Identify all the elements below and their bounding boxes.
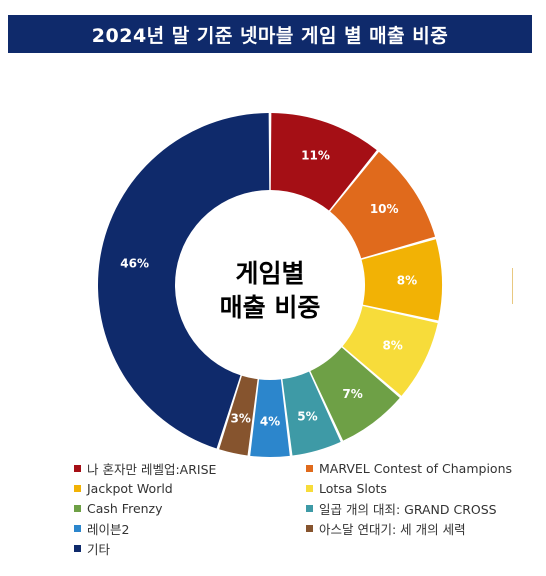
- donut-slice: [282, 371, 341, 456]
- legend-item: 일곱 개의 대죄: GRAND CROSS: [306, 499, 524, 518]
- legend-swatch: [74, 545, 81, 552]
- slice-value-label: 8%: [382, 339, 402, 353]
- slice-value-label: 4%: [260, 415, 280, 429]
- donut-slice: [330, 151, 436, 259]
- legend-label: Jackpot World: [87, 481, 173, 496]
- center-label-line-1: 게임별: [235, 259, 305, 288]
- slice-value-label: 5%: [297, 409, 317, 423]
- legend-label: 아스달 연대기: 세 개의 세력: [319, 522, 466, 537]
- legend-swatch: [74, 525, 81, 532]
- donut-slice: [310, 347, 400, 441]
- legend-label: 레이븐2: [87, 522, 130, 537]
- donut-slice: [250, 379, 290, 457]
- legend-swatch: [306, 525, 313, 532]
- edge-divider: [512, 268, 513, 304]
- donut-slice: [219, 375, 258, 456]
- center-label-line-2: 매출 비중: [219, 293, 321, 322]
- legend-item: Jackpot World: [74, 479, 306, 498]
- legend-swatch: [306, 505, 313, 512]
- legend-swatch: [74, 505, 81, 512]
- slice-value-label: 3%: [231, 411, 251, 425]
- legend-item: 기타: [74, 539, 306, 558]
- legend-swatch: [306, 465, 313, 472]
- slice-value-label: 46%: [120, 256, 149, 270]
- legend-label: 일곱 개의 대죄: GRAND CROSS: [319, 502, 497, 517]
- slice-labels: 11% 10% 8% 8% 7% 5% 4% 3% 46%: [120, 148, 417, 428]
- legend-label: 나 혼자만 레벨업:ARISE: [87, 462, 217, 477]
- legend-item: 나 혼자만 레벨업:ARISE: [74, 459, 306, 478]
- legend-label: MARVEL Contest of Champions: [319, 461, 512, 476]
- legend-item: Cash Frenzy: [74, 499, 306, 518]
- slice-value-label: 10%: [370, 202, 399, 216]
- slice-value-label: 11%: [301, 148, 330, 162]
- chart-title: 2024년 말 기준 넷마블 게임 별 매출 비중: [8, 15, 532, 53]
- legend-item: MARVEL Contest of Champions: [306, 459, 524, 478]
- legend-item: Lotsa Slots: [306, 479, 524, 498]
- legend: 나 혼자만 레벨업:ARISE MARVEL Contest of Champi…: [74, 459, 524, 558]
- legend-item: 아스달 연대기: 세 개의 세력: [306, 519, 524, 538]
- legend-swatch: [306, 485, 313, 492]
- legend-swatch: [74, 485, 81, 492]
- legend-label: Cash Frenzy: [87, 501, 163, 516]
- donut-slice: [270, 113, 377, 211]
- slices: [97, 113, 442, 457]
- donut-slice: [97, 113, 270, 449]
- legend-swatch: [74, 465, 81, 472]
- legend-item: 레이븐2: [74, 519, 306, 538]
- donut-slice: [342, 306, 438, 396]
- legend-label: 기타: [87, 542, 111, 557]
- slice-value-label: 7%: [342, 387, 362, 401]
- slice-value-label: 8%: [397, 273, 417, 287]
- legend-label: Lotsa Slots: [319, 481, 387, 496]
- donut-slice: [361, 239, 442, 321]
